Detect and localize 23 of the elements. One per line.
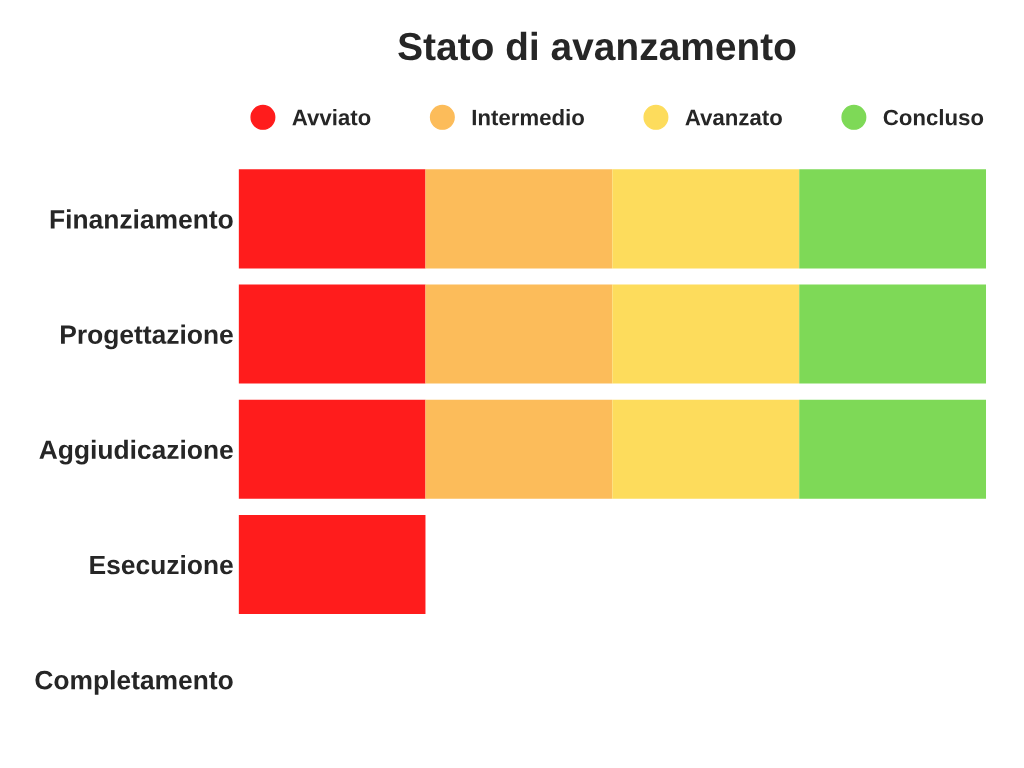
bar <box>612 284 800 384</box>
bar <box>799 169 987 269</box>
bar <box>238 399 426 499</box>
bar <box>612 169 800 269</box>
bar <box>238 514 426 615</box>
bar <box>425 284 613 384</box>
legend-label: Intermedio <box>472 109 584 126</box>
bar <box>612 399 800 499</box>
bar <box>238 284 426 384</box>
bar <box>238 169 426 269</box>
y-tick-label: Completamento <box>35 670 233 695</box>
y-tick-label: Esecuzione <box>90 554 233 575</box>
bar <box>425 169 613 269</box>
chart-title: Stato di avanzamento <box>398 31 796 61</box>
legend-label: Avanzato <box>685 109 782 126</box>
bar <box>799 284 987 384</box>
y-tick-label: Progettazione <box>61 324 233 350</box>
bar <box>425 399 613 499</box>
y-tick-label: Aggiudicazione <box>39 439 233 465</box>
y-tick-label: Finanziamento <box>50 209 233 229</box>
legend-label: Concluso <box>883 109 984 126</box>
bar <box>799 399 987 499</box>
legend-label: Avviato <box>292 109 371 126</box>
